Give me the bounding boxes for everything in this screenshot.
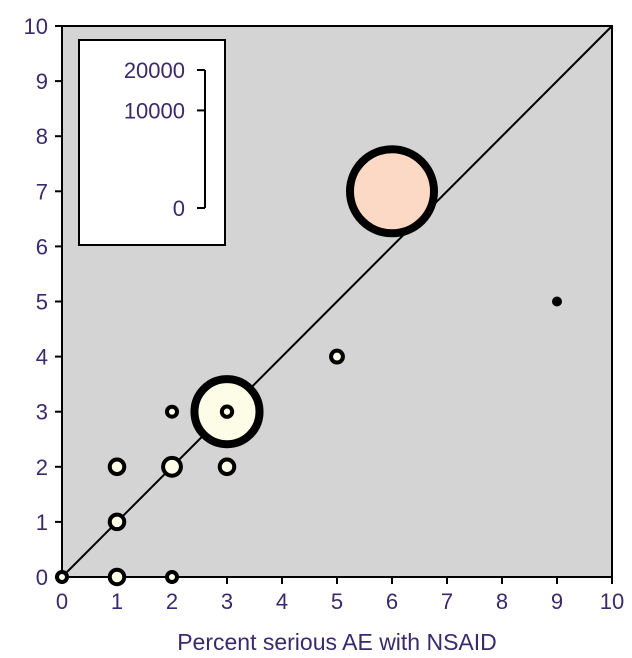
x-tick-label: 4 — [276, 589, 288, 614]
y-tick-label: 7 — [36, 179, 48, 204]
y-tick-label: 8 — [36, 124, 48, 149]
data-bubble — [329, 348, 345, 365]
y-tick-label: 2 — [36, 455, 48, 480]
data-bubble — [165, 404, 179, 419]
y-tick-label: 6 — [36, 234, 48, 259]
x-tick-label: 8 — [496, 589, 508, 614]
y-tick-label: 9 — [36, 69, 48, 94]
legend-label: 20000 — [124, 58, 185, 83]
y-tick-label: 10 — [24, 14, 48, 39]
y-tick-label: 3 — [36, 400, 48, 425]
data-bubble — [346, 145, 438, 238]
data-bubble — [107, 567, 127, 587]
y-tick-label: 4 — [36, 345, 48, 370]
x-tick-label: 2 — [166, 589, 178, 614]
x-tick-label: 6 — [386, 589, 398, 614]
data-bubble — [107, 512, 127, 532]
size-legend: 20000 10000 0 — [78, 39, 226, 246]
data-bubble — [107, 457, 127, 477]
x-tick-label: 5 — [331, 589, 343, 614]
data-bubble — [219, 404, 235, 419]
x-axis-label: Percent serious AE with NSAID — [177, 629, 497, 655]
data-bubble — [55, 570, 69, 584]
x-tick-label: 9 — [551, 589, 563, 614]
data-bubble — [552, 296, 562, 307]
y-tick-label: 5 — [36, 290, 48, 315]
data-bubble — [217, 457, 237, 477]
legend-box — [78, 39, 226, 246]
x-tick-label: 10 — [600, 589, 624, 614]
x-tick-label: 3 — [221, 589, 233, 614]
data-bubble — [165, 570, 179, 584]
y-tick-label: 0 — [36, 565, 48, 590]
y-tick-label: 1 — [36, 510, 48, 535]
data-bubble — [161, 455, 183, 478]
x-tick-label: 7 — [441, 589, 453, 614]
legend-label: 0 — [173, 196, 185, 221]
identity-line — [61, 25, 613, 578]
x-tick-label: 0 — [56, 589, 68, 614]
legend-label: 10000 — [124, 98, 185, 123]
chart-marks: 0 1 2 3 4 5 6 7 8 9 10 0 1 2 3 4 5 6 7 8 9 10 20000 10000 0 — [24, 14, 625, 614]
x-tick-label: 1 — [111, 589, 123, 614]
